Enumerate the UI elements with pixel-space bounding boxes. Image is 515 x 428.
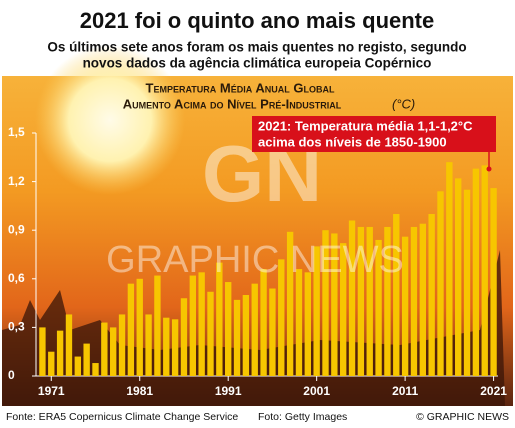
x-tick-label: 2021	[480, 384, 507, 398]
y-tick-label: 0,3	[8, 320, 25, 334]
bar	[463, 189, 471, 376]
x-tick-label: 1981	[126, 384, 153, 398]
bar	[145, 314, 152, 376]
x-tick-label: 2001	[303, 384, 330, 398]
bar	[154, 275, 161, 376]
watermark: GRAPHIC NEWS	[106, 239, 404, 281]
bar	[366, 226, 373, 376]
bar	[101, 322, 108, 376]
bar	[357, 226, 365, 376]
subtitle: Os últimos sete anos foram os mais quent…	[47, 40, 466, 55]
bar	[171, 319, 179, 376]
bar	[340, 243, 347, 376]
bar	[251, 283, 258, 376]
bar	[286, 231, 294, 376]
bar	[233, 299, 241, 376]
bar	[410, 226, 418, 376]
bar	[375, 239, 382, 376]
bar	[472, 168, 480, 376]
bar	[136, 278, 143, 376]
y-tick-label: 0	[8, 368, 15, 382]
title: 2021 foi o quinto ano mais quente	[80, 8, 435, 33]
bar	[83, 343, 90, 376]
plot: 0 0,3 0,6 0,9 1,2 1,5 1971 1981 1991 2001 2011 2021	[8, 125, 507, 398]
bar	[331, 233, 338, 376]
chart-title: Aumento Acima do Nível Pré-Industrial	[123, 96, 342, 111]
bar	[428, 214, 435, 376]
bar	[393, 214, 400, 376]
bar	[313, 246, 320, 376]
copyright: © GRAPHIC NEWS	[416, 411, 509, 423]
x-tick-label: 1971	[38, 384, 65, 398]
bar	[348, 220, 356, 376]
bar	[269, 288, 276, 376]
chart-title: Temperatura Média Anual Global	[146, 80, 335, 95]
unit: (°C)	[392, 96, 415, 111]
source: Fonte: ERA5 Copernicus Climate Change Se…	[6, 411, 238, 423]
annotation: acima dos níveis de 1850-1900	[258, 134, 447, 149]
bar	[304, 272, 311, 376]
bar	[163, 317, 170, 376]
sun	[35, 45, 185, 195]
bar	[74, 356, 81, 376]
bar	[295, 269, 303, 376]
bar	[39, 327, 46, 376]
annotation-dot	[486, 166, 492, 172]
bar	[481, 165, 488, 376]
subtitle: novos dados da agência climática europei…	[83, 56, 432, 71]
y-tick-label: 1,5	[8, 125, 25, 139]
bar	[127, 283, 135, 376]
bar	[384, 226, 391, 376]
bar	[65, 314, 73, 376]
bar	[56, 330, 64, 376]
bar	[189, 275, 196, 376]
bar	[419, 223, 426, 376]
bar	[207, 291, 214, 376]
bar	[437, 191, 444, 376]
bar	[118, 314, 126, 376]
x-tick-label: 2011	[392, 384, 418, 398]
bar	[216, 262, 223, 376]
bar	[92, 363, 99, 376]
bar	[401, 236, 409, 376]
y-tick-label: 0,9	[8, 222, 25, 236]
bar	[110, 327, 117, 376]
bar	[490, 188, 497, 376]
photo-credit: Foto: Getty Images	[258, 411, 347, 423]
y-tick-label: 1,2	[8, 174, 25, 188]
annotation: 2021: Temperatura média 1,1-1,2°C	[258, 118, 473, 133]
bar	[278, 259, 285, 376]
bar	[48, 351, 55, 376]
bar	[225, 282, 232, 376]
bar	[446, 162, 453, 376]
bar	[260, 269, 267, 376]
y-tick-label: 0,6	[8, 271, 25, 285]
bar	[455, 178, 462, 376]
bar	[198, 272, 205, 376]
x-tick-label: 1991	[215, 384, 242, 398]
bar	[242, 295, 250, 376]
bar	[180, 298, 188, 376]
bar	[322, 230, 329, 376]
annotation-box	[252, 116, 496, 152]
